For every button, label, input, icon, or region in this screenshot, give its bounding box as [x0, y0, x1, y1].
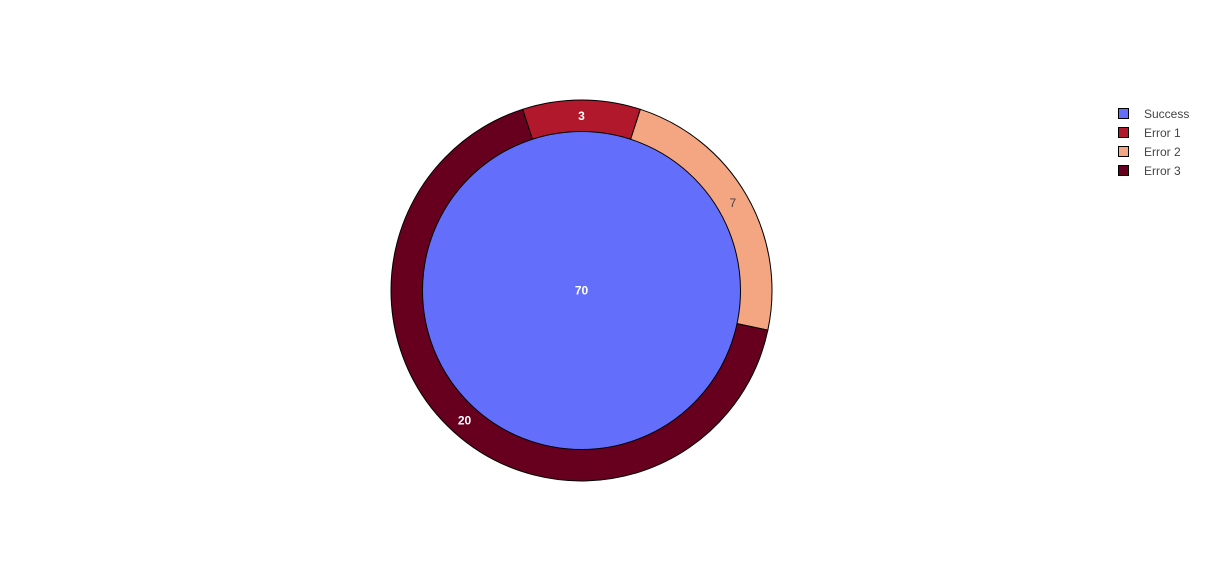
- legend-swatch-error-1: [1118, 127, 1129, 138]
- slice-value-label-error-3: 20: [458, 413, 472, 427]
- legend-swatch-success: [1118, 108, 1129, 119]
- legend-item-error-3[interactable]: Error 3: [1110, 161, 1189, 180]
- slice-value-label-error-1: 3: [578, 109, 585, 123]
- legend-label-success: Success: [1144, 107, 1189, 121]
- legend: Success Error 1 Error 2 Error 3: [1110, 104, 1189, 180]
- legend-item-error-1[interactable]: Error 1: [1110, 123, 1189, 142]
- legend-label-error-3: Error 3: [1144, 164, 1181, 178]
- slice-value-label-error-2: 7: [729, 196, 736, 210]
- legend-swatch-error-2: [1118, 146, 1129, 157]
- legend-label-error-1: Error 1: [1144, 126, 1181, 140]
- legend-swatch-error-3: [1118, 165, 1129, 176]
- legend-item-error-2[interactable]: Error 2: [1110, 142, 1189, 161]
- legend-label-error-2: Error 2: [1144, 145, 1181, 159]
- slice-value-label-success: 70: [575, 284, 589, 298]
- legend-item-success[interactable]: Success: [1110, 104, 1189, 123]
